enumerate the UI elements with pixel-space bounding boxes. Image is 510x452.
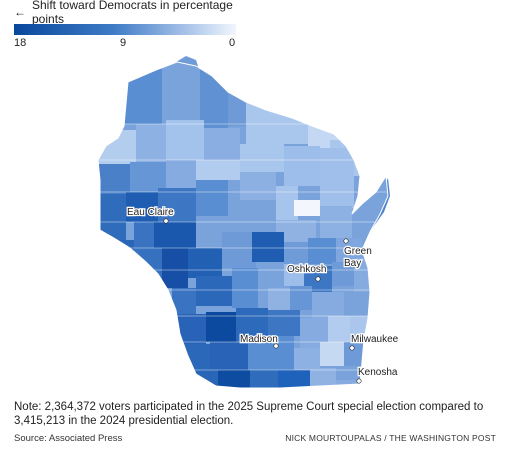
county-walworth [310, 368, 336, 388]
county-grant [190, 370, 218, 388]
county-rock [278, 370, 310, 388]
city-label-kenosha: Kenosha [358, 367, 398, 378]
county-menominee [294, 200, 320, 216]
credit-line: NICK MOURTOUPALAS / THE WASHINGTON POST [285, 433, 496, 443]
county-bayfield [162, 62, 200, 120]
city-label-madison: Madison [240, 334, 278, 345]
county-monroe [196, 276, 232, 306]
legend-tick-max: 18 [14, 37, 27, 49]
county-marinette [320, 148, 354, 208]
county-forest [284, 146, 320, 186]
city-dot [356, 378, 362, 384]
county-juneau [232, 268, 258, 308]
legend-title-text: Shift toward Democrats in percentage poi… [32, 0, 233, 26]
county-shawano [276, 220, 316, 242]
city-dot [273, 343, 279, 349]
city-oshkosh: Oshkosh [286, 263, 328, 282]
county-jackson [186, 248, 222, 278]
legend-gradient-bar [14, 24, 236, 35]
city-madison: Madison [239, 333, 279, 349]
wisconsin-county-map: Eau Claire Green Bay Oshkosh Madison Mil… [97, 56, 400, 389]
county-wood [222, 232, 256, 268]
county-calumet [332, 262, 354, 286]
city-dot [315, 276, 321, 282]
county-barron [130, 162, 166, 192]
county-crawford [180, 344, 210, 370]
city-label-oshkosh: Oshkosh [287, 264, 326, 275]
state-outline [97, 61, 389, 389]
county-fond-du-lac [312, 292, 344, 318]
city-green-bay: Green Bay [343, 238, 375, 270]
legend-title: ← Shift toward Democrats in percentage p… [14, 0, 236, 26]
county-marathon [228, 200, 276, 232]
county-ashland [200, 66, 228, 130]
county-burnett [98, 130, 136, 164]
county-waushara [284, 264, 308, 286]
county-rusk [166, 160, 196, 188]
county-vilas [246, 100, 308, 144]
county-richland [206, 312, 236, 342]
county-st-croix [98, 194, 126, 240]
county-oneida [240, 144, 284, 172]
county-langlade [276, 186, 298, 220]
county-sawyer [166, 120, 204, 160]
legend-tick-min: 0 [229, 37, 236, 49]
county-washington [328, 316, 350, 342]
county-green [250, 370, 278, 388]
county-price [204, 128, 240, 160]
county-pierce [100, 240, 134, 264]
county-iron [228, 90, 248, 126]
county-washburn [136, 124, 166, 162]
county-clark [196, 180, 228, 216]
county-dunn [126, 192, 158, 222]
county-taylor [196, 160, 240, 180]
county-eau-claire [154, 222, 196, 248]
city-label-green-bay-line2: Bay [344, 258, 361, 269]
city-dot [343, 238, 349, 244]
legend-tick-mid: 9 [120, 37, 127, 49]
county-lafayette [218, 370, 250, 388]
county-portage [252, 232, 284, 262]
county-green-lake [290, 286, 312, 310]
source-line: Source: Associated Press [14, 433, 123, 444]
county-kenosha [336, 380, 362, 388]
county-sheboygan [344, 292, 370, 316]
county-outagamie [308, 238, 336, 264]
map-legend: ← Shift toward Democrats in percentage p… [14, 0, 236, 49]
city-milwaukee: Milwaukee [349, 333, 400, 351]
county-borders [98, 123, 388, 371]
county-milwaukee [344, 342, 366, 368]
county-iowa [210, 342, 248, 370]
county-polk [98, 164, 130, 194]
city-label-eau-claire: Eau Claire [127, 207, 174, 218]
county-columbia [268, 310, 300, 336]
county-chippewa [158, 188, 196, 222]
county-trempealeau [162, 248, 188, 288]
county-jefferson [294, 348, 320, 370]
county-lincoln [240, 172, 276, 200]
city-eau-claire: Eau Claire [126, 206, 175, 224]
county-racine [336, 366, 362, 380]
county-buffalo [140, 248, 162, 284]
county-vernon [176, 314, 206, 344]
city-label-green-bay-line1: Green [344, 246, 372, 257]
city-dot [163, 218, 169, 224]
city-kenosha: Kenosha [356, 366, 399, 384]
left-arrow-icon: ← [14, 5, 26, 19]
footnote: Note: 2,364,372 voters participated in t… [14, 401, 484, 427]
city-label-milwaukee: Milwaukee [351, 334, 399, 345]
county-waukesha [320, 342, 344, 366]
city-dot [349, 345, 355, 351]
city-label-green-bay: Green Bay [344, 246, 375, 269]
county-marquette [268, 288, 296, 310]
